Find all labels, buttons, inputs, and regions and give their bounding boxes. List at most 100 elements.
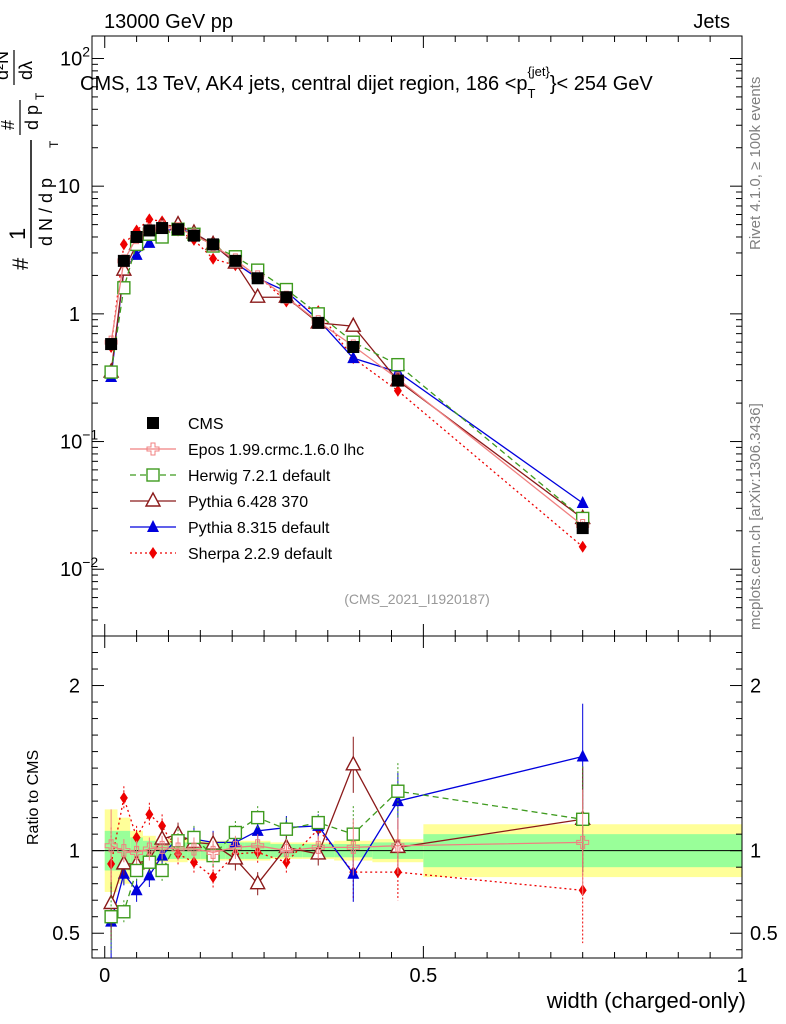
data-point-sherpa-2-2-9-default <box>145 213 154 226</box>
ratio-point-pythia-8-315-default <box>143 868 156 881</box>
ratio-point-epos-1-99-crmc-1-6-0-lhc <box>104 839 118 853</box>
ratio-point-pythia-8-315-default <box>130 883 143 896</box>
data-point-cms <box>117 254 130 267</box>
x-tick-label: 0.5 <box>409 965 437 987</box>
chart-title: CMS, 13 TeV, AK4 jets, central dijet reg… <box>80 64 653 101</box>
ratio-point-epos-1-99-crmc-1-6-0-lhc <box>311 840 325 854</box>
ratio-tick-label-right: 2 <box>750 676 761 698</box>
ylabel-one: 1 <box>5 228 30 240</box>
ylabel-d2n: d²N <box>0 51 12 80</box>
ratio-point-epos-1-99-crmc-1-6-0-lhc <box>576 835 590 849</box>
ratio-point-epos-1-99-crmc-1-6-0-lhc <box>279 844 293 858</box>
data-point-sherpa-2-2-9-default <box>578 540 587 553</box>
ratio-point-pythia-6-428-370 <box>249 874 266 890</box>
ratio-point-epos-1-99-crmc-1-6-0-lhc <box>187 842 201 856</box>
ratio-point-epos-1-99-crmc-1-6-0-lhc <box>130 845 144 859</box>
data-point-pythia-8-315-default <box>576 496 589 509</box>
ylabel-t1: T <box>47 140 61 148</box>
ratio-point-sherpa-2-2-9-default <box>189 856 198 869</box>
data-point-pythia-6-428-370 <box>115 260 133 276</box>
y-axis-label-top: # 1 d N / d p T # d p T d²N dλ <box>0 50 61 270</box>
data-point-cms <box>156 222 169 235</box>
data-point-cms <box>312 316 325 329</box>
data-point-cms <box>143 224 156 237</box>
chart-title-sub: T <box>528 86 536 101</box>
ratio-point-epos-1-99-crmc-1-6-0-lhc <box>171 842 185 856</box>
ratio-point-sherpa-2-2-9-default <box>132 831 141 844</box>
series-line-pythia-8-315-default <box>110 228 584 504</box>
ylabel-hash1: # <box>8 257 33 270</box>
data-point-cms <box>251 272 264 285</box>
legend-label-sherpa-2-2-9-default: Sherpa 2.2.9 default <box>188 546 333 563</box>
ylabel-hash2: # <box>0 120 18 130</box>
ratio-tick-label-right: 0.5 <box>750 923 778 945</box>
legend-marker-epos-1-99-crmc-1-6-0-lhc <box>146 442 160 456</box>
data-point-cms <box>391 374 404 387</box>
data-point-cms <box>229 254 242 267</box>
data-point-cms <box>130 230 143 243</box>
data-point-pythia-8-315-default <box>143 235 156 248</box>
ratio-point-herwig-7-2-1-default <box>155 863 169 878</box>
ratio-point-pythia-6-428-370 <box>345 755 362 771</box>
legend: CMS Epos 1.99.crmc.1.6.0 lhc Herwig 7.2.1 … <box>130 416 364 563</box>
ratio-point-herwig-7-2-1-default <box>391 784 405 798</box>
data-point-cms <box>187 229 200 242</box>
ratio-point-epos-1-99-crmc-1-6-0-lhc <box>206 845 220 859</box>
main-plot-series <box>102 213 591 553</box>
data-point-cms <box>576 522 589 535</box>
ratio-point-epos-1-99-crmc-1-6-0-lhc <box>346 840 360 854</box>
energy-label: 13000 GeV pp <box>104 11 233 33</box>
ratio-point-herwig-7-2-1-default <box>104 910 118 924</box>
category-label: Jets <box>693 11 730 33</box>
chart-title-main: CMS, 13 TeV, AK4 jets, central dijet reg… <box>80 73 528 95</box>
ratio-tick-label-right: 1 <box>750 841 761 863</box>
y-tick-label-top: 10 <box>58 176 80 198</box>
x-tick-label: 0 <box>99 965 110 987</box>
legend-label-epos-1-99-crmc-1-6-0-lhc: Epos 1.99.crmc.1.6.0 lhc <box>188 442 364 459</box>
ratio-tick-label: 1 <box>69 841 80 863</box>
ylabel-dl: dλ <box>16 61 36 80</box>
ylabel-dpt: d p <box>22 105 42 130</box>
y-axis-label-ratio: Ratio to CMS <box>25 750 42 845</box>
ratio-tick-label: 2 <box>69 676 80 698</box>
data-point-cms <box>207 238 220 251</box>
data-point-cms <box>280 291 293 304</box>
data-point-herwig-7-2-1-default <box>104 365 118 379</box>
data-point-herwig-7-2-1-default <box>391 357 405 372</box>
legend-marker-sherpa-2-2-9-default <box>149 547 157 559</box>
x-axis-label: width (charged-only) <box>546 988 746 1013</box>
ylabel-dn-dpt: d N / d p <box>36 178 56 246</box>
series-line-sherpa-2-2-9-default <box>110 218 584 548</box>
data-point-pythia-6-428-370 <box>249 287 266 303</box>
ylabel-t2: T <box>33 92 47 100</box>
rivet-version-label: Rivet 4.1.0, ≥ 100k events <box>747 77 764 250</box>
ratio-point-pythia-8-315-default <box>576 749 589 762</box>
x-tick-label: 1 <box>736 965 747 987</box>
ratio-point-pythia-8-315-default <box>251 823 264 836</box>
ratio-point-epos-1-99-crmc-1-6-0-lhc <box>391 839 405 853</box>
legend-label-herwig-7-2-1-default: Herwig 7.2.1 default <box>188 468 331 485</box>
y-tick-label-top: 10−2 <box>60 554 98 581</box>
legend-label-pythia-6-428-370: Pythia 6.428 370 <box>188 494 308 511</box>
legend-marker-herwig-7-2-1-default <box>146 468 160 482</box>
ratio-point-herwig-7-2-1-default <box>250 810 265 825</box>
ratio-point-sherpa-2-2-9-default <box>145 808 154 821</box>
ratio-point-herwig-7-2-1-default <box>117 905 131 919</box>
ratio-point-epos-1-99-crmc-1-6-0-lhc <box>228 840 242 854</box>
data-point-cms <box>105 338 118 351</box>
data-point-pythia-8-315-default <box>130 247 143 260</box>
data-point-sherpa-2-2-9-default <box>393 384 402 397</box>
y-tick-label-top: 102 <box>60 43 90 70</box>
legend-marker-pythia-6-428-370 <box>144 491 162 507</box>
ratio-point-herwig-7-2-1-default <box>129 863 144 878</box>
y-tick-label-top: 1 <box>69 304 80 326</box>
ratio-point-epos-1-99-crmc-1-6-0-lhc <box>142 842 156 856</box>
series-line-pythia-6-428-370 <box>110 223 584 519</box>
data-point-cms <box>347 341 360 354</box>
data-point-pythia-8-315-default <box>347 351 360 364</box>
ratio-point-sherpa-2-2-9-default <box>158 819 167 832</box>
analysis-id-label: (CMS_2021_I1920187) <box>344 591 490 607</box>
ratio-point-herwig-7-2-1-default <box>311 815 325 830</box>
legend-label-pythia-8-315-default: Pythia 8.315 default <box>188 520 330 537</box>
ratio-point-epos-1-99-crmc-1-6-0-lhc <box>251 839 265 853</box>
